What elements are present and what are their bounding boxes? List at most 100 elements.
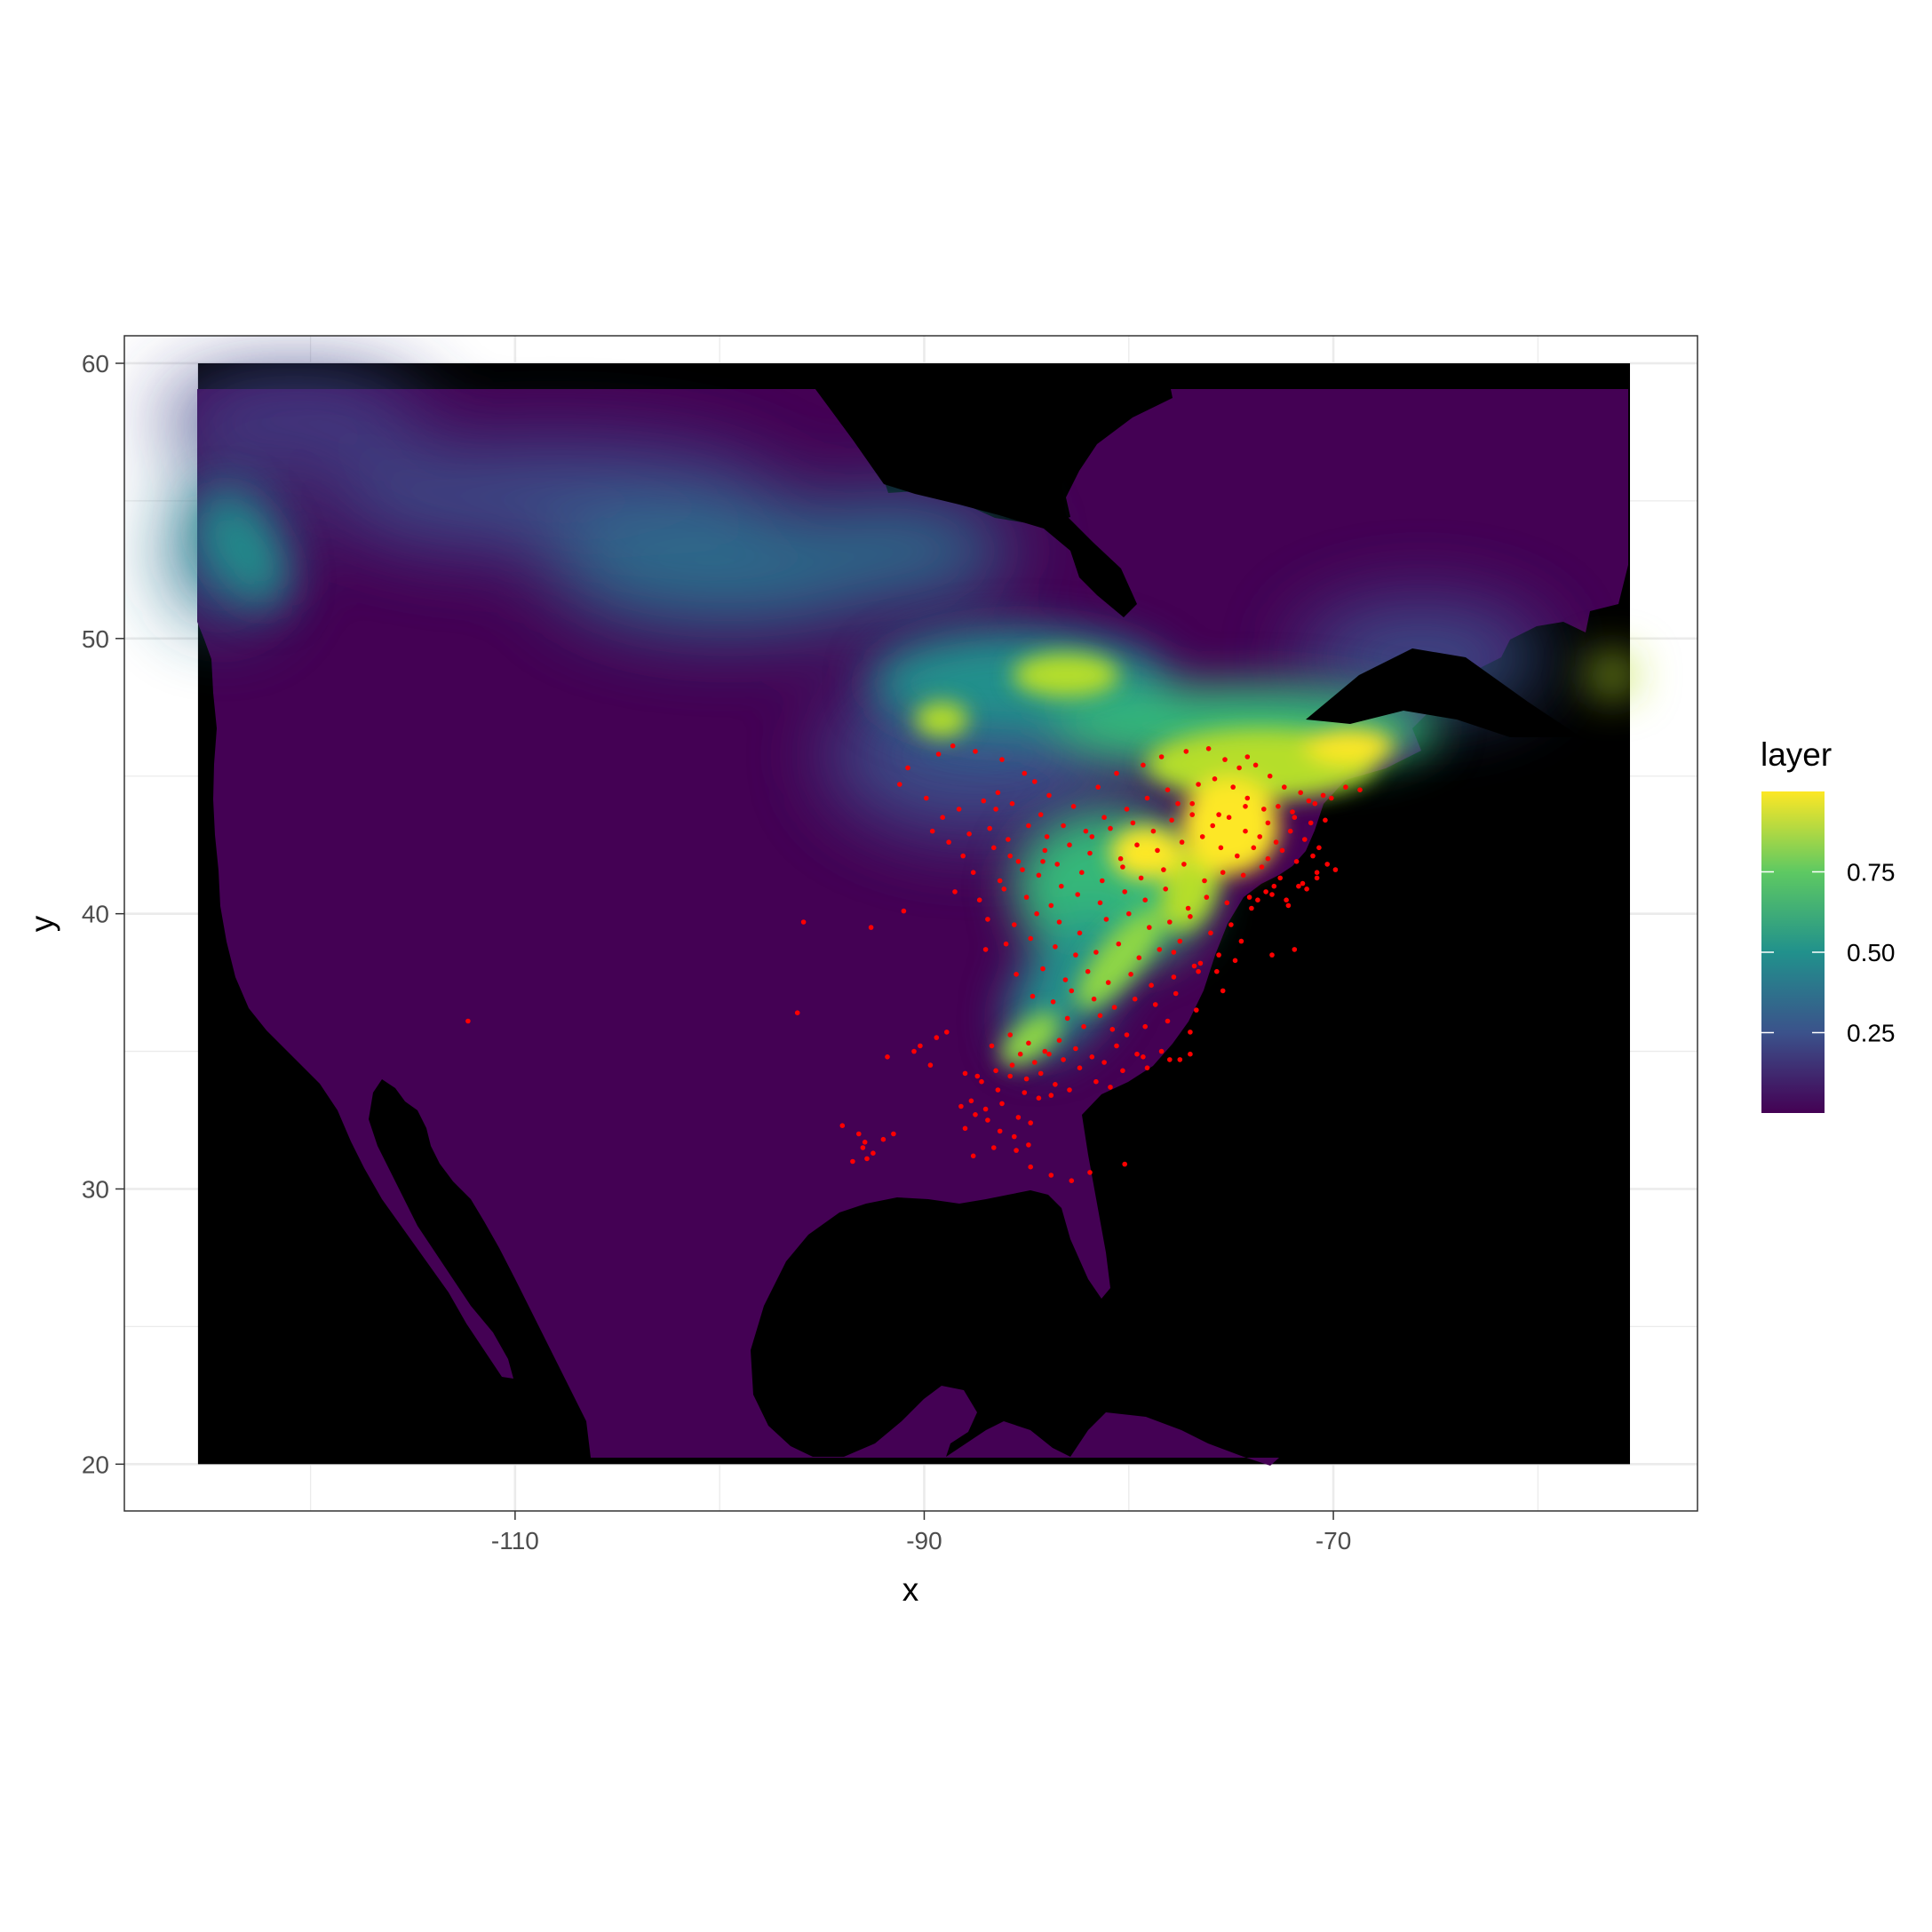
legend-label: 0.75 <box>1847 859 1896 886</box>
occurrence-point <box>952 889 958 894</box>
occurrence-point <box>1048 902 1054 909</box>
occurrence-point <box>1073 1046 1078 1052</box>
occurrence-point <box>1296 883 1301 889</box>
occurrence-point <box>1357 787 1363 792</box>
occurrence-point <box>1006 837 1011 842</box>
occurrence-point <box>974 1073 981 1079</box>
occurrence-point <box>1314 870 1320 875</box>
occurrence-point <box>997 878 1003 884</box>
occurrence-point <box>1163 886 1168 892</box>
occurrence-point <box>1040 859 1046 864</box>
y-tick-label: 20 <box>82 1451 109 1478</box>
occurrence-point <box>1323 817 1328 823</box>
occurrence-point <box>897 782 902 787</box>
occurrence-point <box>1014 972 1019 977</box>
x-axis-title: x <box>902 1571 919 1608</box>
occurrence-point <box>995 1087 1001 1093</box>
occurrence-point <box>1046 1051 1052 1057</box>
occurrence-point <box>1167 919 1173 925</box>
x-tick-label: -70 <box>1316 1527 1351 1554</box>
occurrence-point <box>1249 905 1254 911</box>
occurrence-point <box>1061 823 1066 829</box>
occurrence-point <box>1188 1030 1193 1035</box>
occurrence-point <box>1046 792 1052 799</box>
occurrence-point <box>1073 952 1078 958</box>
occurrence-point <box>1208 930 1213 936</box>
occurrence-point <box>1048 1093 1054 1098</box>
occurrence-point <box>1001 886 1007 892</box>
occurrence-point <box>958 1103 964 1109</box>
occurrence-point <box>962 1125 968 1132</box>
occurrence-point <box>1028 1120 1033 1125</box>
occurrence-point <box>1083 828 1089 834</box>
occurrence-point <box>924 795 929 801</box>
occurrence-point <box>1284 897 1289 902</box>
occurrence-point <box>864 1156 870 1162</box>
occurrence-point <box>1075 892 1080 897</box>
occurrence-point <box>982 1106 989 1112</box>
occurrence-point <box>1026 1040 1031 1046</box>
occurrence-point <box>1069 988 1075 994</box>
occurrence-point <box>1158 1048 1165 1054</box>
occurrence-point <box>1009 800 1015 807</box>
occurrence-point <box>1138 875 1144 881</box>
occurrence-point <box>1157 947 1163 952</box>
occurrence-point <box>1265 820 1271 826</box>
occurrence-point <box>934 1035 940 1040</box>
occurrence-point <box>1142 1023 1148 1030</box>
occurrence-point <box>981 798 987 804</box>
occurrence-point <box>997 1128 1003 1134</box>
occurrence-point <box>1224 900 1230 906</box>
occurrence-point <box>1141 762 1146 768</box>
occurrence-point <box>1109 1027 1116 1032</box>
occurrence-point <box>1189 800 1195 807</box>
occurrence-point <box>1158 754 1165 759</box>
occurrence-point <box>901 908 907 914</box>
occurrence-point <box>1185 905 1191 911</box>
occurrence-point <box>1093 950 1099 955</box>
occurrence-point <box>1314 875 1320 881</box>
occurrence-point <box>1111 1005 1117 1010</box>
occurrence-point <box>1183 749 1189 754</box>
occurrence-point <box>1077 930 1083 936</box>
occurrence-point <box>1053 944 1058 950</box>
occurrence-point <box>1124 807 1130 812</box>
occurrence-point <box>1244 795 1251 801</box>
occurrence-point <box>1028 1164 1033 1170</box>
occurrence-point <box>1097 1013 1103 1019</box>
x-tick-label: -90 <box>906 1527 942 1554</box>
occurrence-point <box>1173 990 1179 997</box>
occurrence-point <box>1290 809 1295 815</box>
occurrence-point <box>944 1030 950 1035</box>
occurrence-point <box>1218 845 1224 851</box>
occurrence-point <box>1343 784 1348 790</box>
occurrence-point <box>1134 1051 1140 1057</box>
occurrence-point <box>1085 968 1091 974</box>
occurrence-point <box>1141 1054 1146 1060</box>
occurrence-point <box>1054 862 1060 867</box>
occurrence-point <box>794 1010 800 1015</box>
occurrence-point <box>1332 867 1339 872</box>
occurrence-point <box>1048 1173 1054 1178</box>
occurrence-point <box>1298 790 1303 796</box>
occurrence-point <box>1175 800 1181 807</box>
hudson-bay <box>815 389 1137 617</box>
occurrence-point <box>1155 847 1160 854</box>
occurrence-point <box>1108 825 1113 831</box>
occurrence-point <box>1120 864 1125 870</box>
occurrence-point <box>800 919 807 925</box>
occurrence-point <box>1167 1057 1173 1062</box>
occurrence-point <box>1251 845 1257 851</box>
occurrence-point <box>1235 853 1240 859</box>
occurrence-point <box>1020 867 1025 872</box>
occurrence-point <box>1188 1051 1193 1057</box>
gulf-of-st-lawrence <box>1306 648 1581 737</box>
occurrence-points <box>465 743 1363 1183</box>
occurrence-point <box>1300 880 1306 886</box>
occurrence-point <box>1067 842 1072 847</box>
occurrence-point <box>880 1136 886 1142</box>
occurrence-point <box>1165 787 1171 792</box>
occurrence-point <box>1015 859 1022 864</box>
occurrence-point <box>956 807 962 812</box>
